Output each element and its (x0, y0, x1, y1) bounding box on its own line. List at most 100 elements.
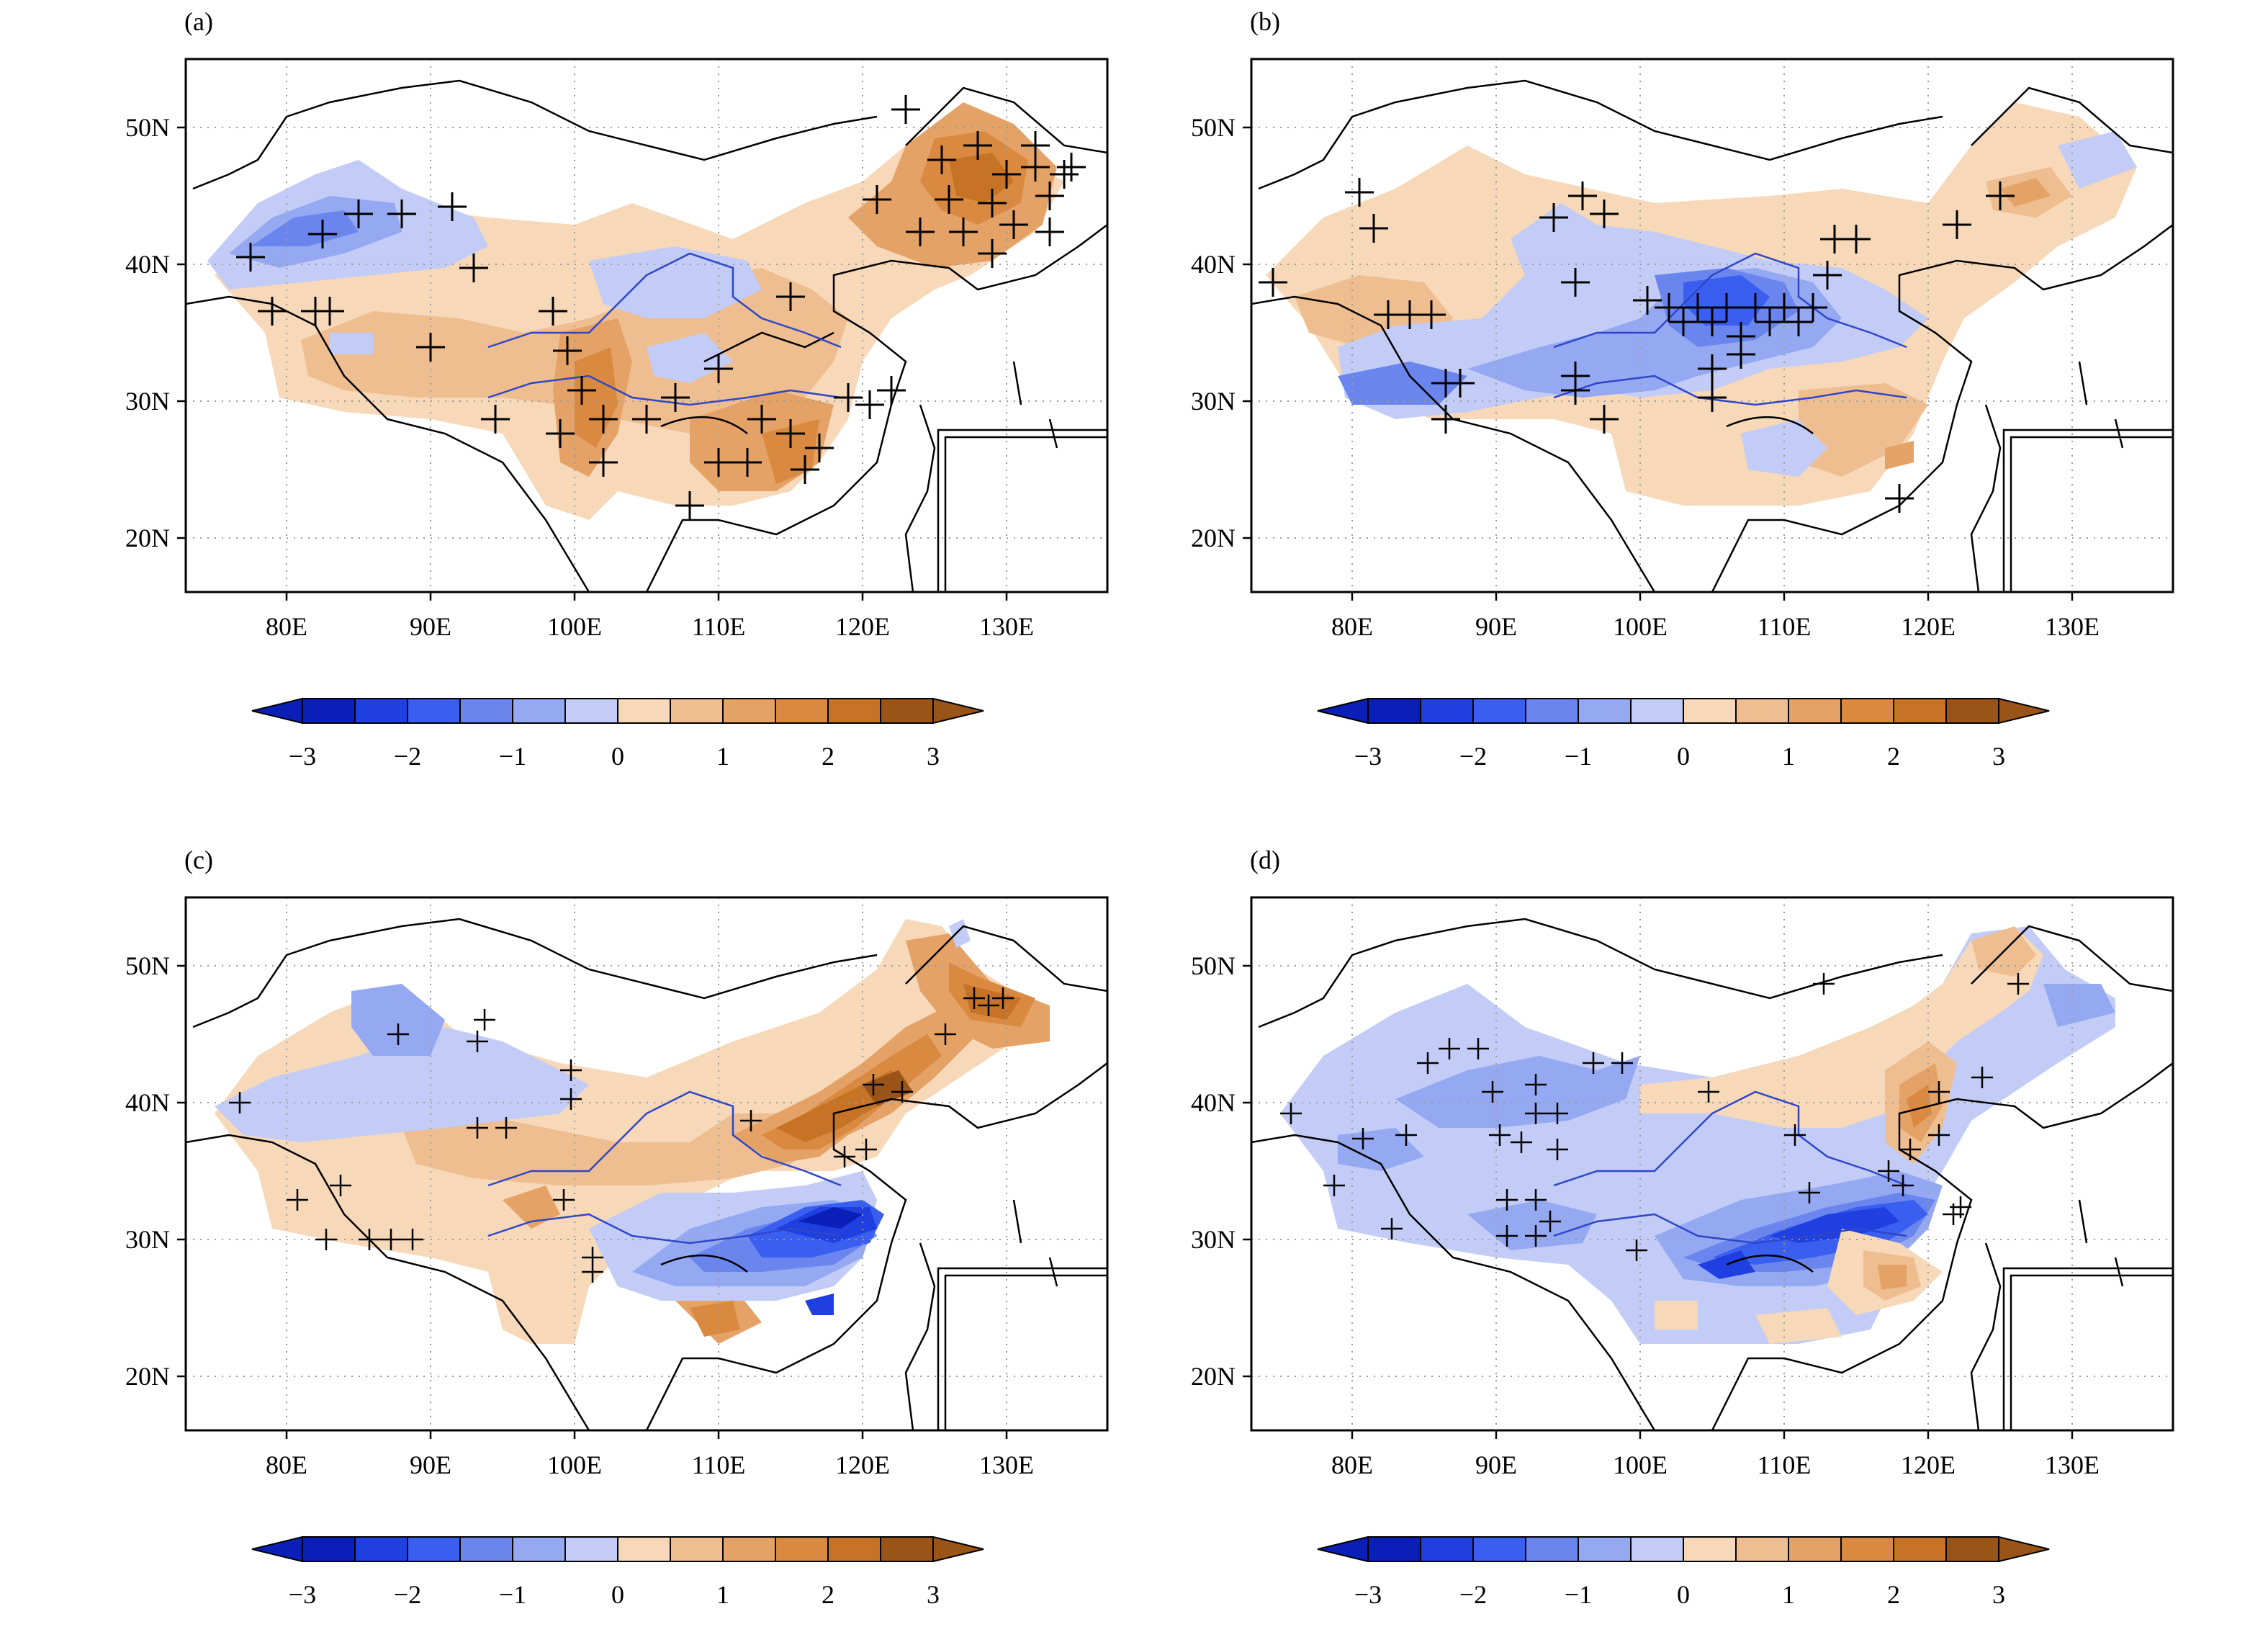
shade-region (1395, 1056, 1640, 1128)
shade-region (215, 1027, 589, 1142)
colorbar-arrow-low (1317, 1535, 1369, 1563)
lat-tick-label: 50N (1191, 113, 1236, 142)
lat-ticks: 50N 40N 30N 20N (125, 951, 186, 1391)
shade-region (351, 984, 445, 1056)
inset-box (937, 1267, 1107, 1430)
colorbar-tick-label: 3 (1992, 742, 2005, 771)
panel-d: (d) (1191, 846, 2174, 1479)
map-frame (1251, 897, 2173, 1430)
colorbar-tick-label: 3 (1992, 1580, 2005, 1609)
colorbar-segment (302, 1536, 356, 1562)
shade-region (2058, 131, 2137, 189)
colorbar-segment (1472, 1536, 1526, 1562)
lat-tick-label: 40N (1191, 1088, 1236, 1117)
map-frame (1251, 59, 2173, 592)
shade-region (1755, 1308, 1842, 1344)
panel-c: (c) (125, 846, 1109, 1479)
colorbar-tick-label: 3 (927, 742, 940, 771)
lon-tick-label: 90E (410, 612, 451, 641)
colorbar-segment (1788, 698, 1842, 724)
colorbar-c: −3 −2 −1 0 1 2 3 (251, 1535, 984, 1609)
shade-region (251, 210, 359, 246)
colorbar-segment (617, 1536, 671, 1562)
colorbar-segment (302, 698, 356, 724)
lat-tick-label: 20N (1191, 1362, 1236, 1391)
colorbar-segment (1472, 698, 1526, 724)
lon-tick-label: 130E (979, 612, 1034, 641)
shade-region (798, 1207, 863, 1229)
colorbar-tick-label: −3 (289, 1580, 316, 1609)
lat-tick-label: 20N (125, 524, 170, 552)
colorbar-tick-label: −1 (499, 742, 526, 771)
grid-lines (186, 59, 1107, 592)
lon-ticks: 80E 90E 100E 110E 120E 130E (1331, 1430, 2100, 1479)
lon-tick-label: 130E (979, 1451, 1034, 1479)
colorbar-a: −3 −2 −1 0 1 2 3 (251, 697, 984, 771)
coastline (186, 918, 1107, 1430)
panel-label: (b) (1250, 7, 1280, 36)
coastline (1251, 79, 2173, 592)
panel-b: (b) (1191, 7, 2174, 641)
inset-box (2002, 429, 2173, 592)
colorbar-tick-label: −2 (394, 1580, 421, 1609)
colorbar-arrow-high (1998, 697, 2050, 725)
shade-region (1640, 1085, 1669, 1113)
colorbar-segment (1945, 1536, 1999, 1562)
lat-tick-label: 20N (125, 1362, 170, 1391)
colorbar-tick-label: −2 (394, 742, 421, 771)
colorbar-d: −3 −2 −1 0 1 2 3 (1317, 1535, 2050, 1609)
lon-tick-label: 120E (835, 1451, 890, 1479)
shade-region (1878, 1265, 1907, 1290)
colorbar-segment (1840, 698, 1894, 724)
shade-region (1655, 1301, 1698, 1330)
panel-a: (a) (125, 7, 1109, 641)
colorbar-segment (407, 698, 461, 724)
colorbar-arrow-low (251, 697, 303, 725)
colorbar-segment (1945, 698, 1999, 724)
lat-tick-label: 50N (125, 951, 170, 980)
shade-region (503, 1185, 560, 1229)
shade-region (2043, 984, 2115, 1027)
coastline (1251, 918, 2173, 1430)
lon-tick-label: 80E (1331, 612, 1373, 641)
colorbar-segment (1630, 1536, 1684, 1562)
lon-tick-label: 100E (547, 1451, 602, 1479)
colorbar-tick-label: 1 (1782, 742, 1795, 771)
colorbar-b: −3 −2 −1 0 1 2 3 (1317, 697, 2050, 771)
colorbar-arrow-low (251, 1535, 303, 1563)
colorbar-segment (1788, 1536, 1842, 1562)
grid-lines (1251, 897, 2173, 1430)
colorbar-segment (1683, 698, 1737, 724)
shade-region (402, 1106, 834, 1185)
colorbar-tick-label: 3 (927, 1580, 940, 1609)
colorbar-segment (1630, 698, 1684, 724)
lat-ticks: 50N 40N 30N 20N (1191, 951, 1251, 1391)
lon-tick-label: 120E (835, 612, 890, 641)
colorbar-tick-label: −3 (1354, 742, 1382, 771)
colorbar-tick-label: 0 (611, 1580, 624, 1609)
colorbar-segment (775, 1536, 829, 1562)
colorbar-segment (1735, 698, 1789, 724)
colorbar-segment (1578, 1536, 1632, 1562)
colorbar-segment (1367, 1536, 1421, 1562)
colorbar-tick-label: 0 (1677, 742, 1690, 771)
shade-region (690, 1301, 740, 1337)
colorbar-segment (617, 698, 671, 724)
lon-tick-label: 110E (1758, 612, 1812, 641)
colorbar-arrow-high (932, 1535, 984, 1563)
colorbar-tick-label: −2 (1459, 1580, 1487, 1609)
colorbar-segment (1420, 1536, 1474, 1562)
colorbar-segment (827, 1536, 881, 1562)
lat-tick-label: 30N (125, 387, 170, 416)
map-border (184, 58, 1109, 593)
lon-tick-label: 130E (2045, 1451, 2100, 1479)
colorbar-segment (564, 698, 618, 724)
colorbar-segment (1893, 698, 1947, 724)
grid-lines (186, 897, 1107, 1430)
coastline (186, 79, 1107, 592)
colorbar-segment (564, 1536, 618, 1562)
colorbar-tick-label: 0 (611, 742, 624, 771)
inset-box (937, 429, 1107, 592)
colorbar-segment (512, 698, 566, 724)
